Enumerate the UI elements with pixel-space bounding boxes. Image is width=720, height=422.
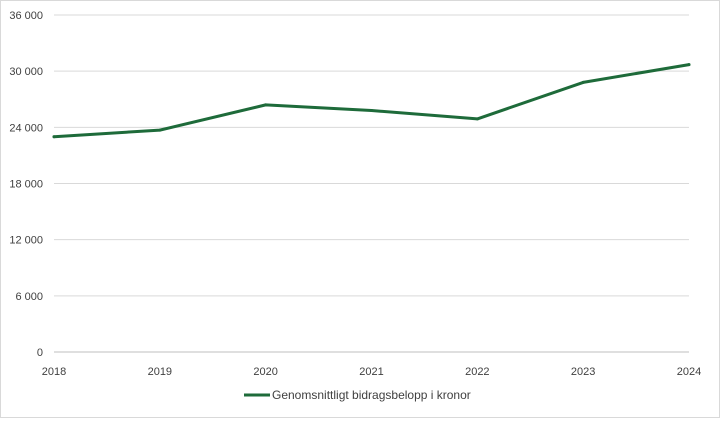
x-tick-label: 2024 [677,366,701,378]
data-point [158,128,162,132]
x-tick-label: 2022 [465,366,489,378]
data-point [370,108,373,112]
x-axis: 2018 2019 2020 2021 2022 2023 2024 [42,366,701,378]
y-tick-label: 24 000 [9,122,43,134]
x-tick-label: 2023 [571,366,595,378]
series-line [52,63,691,139]
data-point [52,135,56,139]
gridlines [54,14,689,353]
x-tick-label: 2020 [253,366,277,378]
y-tick-label: 30 000 [9,66,43,78]
data-point [581,80,585,84]
y-tick-label: 12 000 [9,235,43,247]
data-point [475,117,479,121]
x-tick-label: 2018 [42,366,66,378]
data-point [687,63,691,67]
x-tick-label: 2021 [359,366,383,378]
x-tick-label: 2019 [148,366,172,378]
y-axis: 0 6 000 12 000 18 000 24 000 30 000 36 000 [9,10,43,359]
y-tick-label: 18 000 [9,179,43,191]
legend-label: Genomsnittligt bidragsbelopp i kronor [272,388,471,402]
y-tick-label: 36 000 [9,10,43,22]
series-layer [52,63,691,139]
y-tick-label: 0 [37,347,43,359]
data-point [264,103,268,107]
legend: Genomsnittligt bidragsbelopp i kronor [244,388,471,402]
y-tick-label: 6 000 [15,291,43,303]
